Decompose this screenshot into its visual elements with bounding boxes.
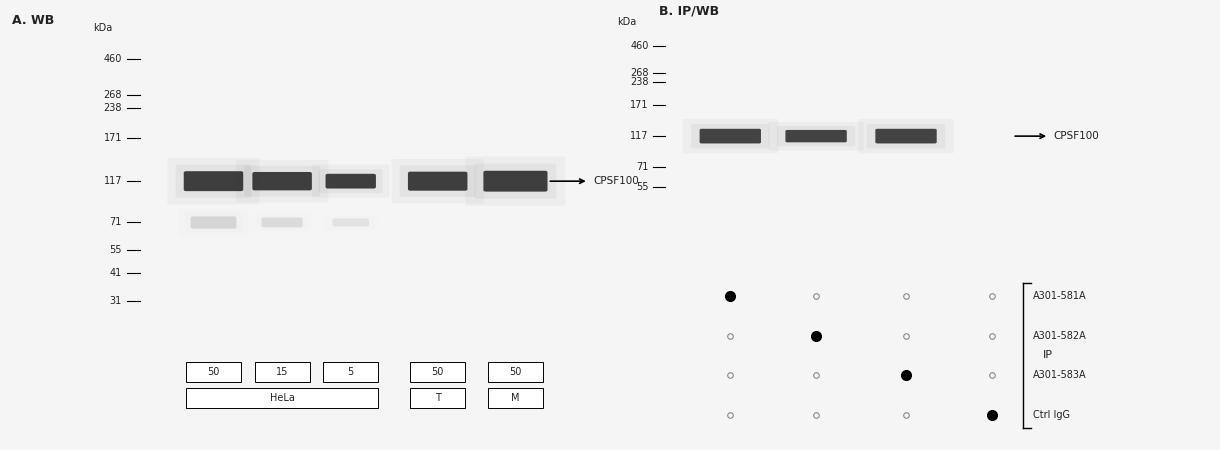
- Text: 50: 50: [509, 367, 522, 378]
- Text: A301-582A: A301-582A: [1032, 331, 1087, 341]
- Text: 71: 71: [110, 217, 122, 228]
- Text: 268: 268: [104, 90, 122, 100]
- Text: CPSF100: CPSF100: [1053, 131, 1099, 141]
- Text: Ctrl IgG: Ctrl IgG: [1032, 410, 1070, 419]
- FancyBboxPatch shape: [786, 130, 847, 142]
- Text: 31: 31: [110, 296, 122, 306]
- Text: 71: 71: [636, 162, 649, 171]
- FancyBboxPatch shape: [184, 171, 243, 191]
- FancyBboxPatch shape: [190, 216, 237, 229]
- FancyBboxPatch shape: [253, 172, 312, 190]
- Text: 5: 5: [348, 367, 354, 378]
- Bar: [410, 363, 465, 382]
- Text: 238: 238: [630, 77, 649, 87]
- FancyBboxPatch shape: [400, 165, 476, 197]
- Text: CPSF100: CPSF100: [593, 176, 639, 186]
- Text: 15: 15: [276, 367, 288, 378]
- FancyBboxPatch shape: [407, 172, 467, 191]
- Text: 41: 41: [110, 268, 122, 278]
- Text: IP: IP: [1043, 351, 1053, 360]
- FancyBboxPatch shape: [244, 166, 320, 197]
- FancyBboxPatch shape: [866, 124, 946, 148]
- FancyBboxPatch shape: [876, 129, 937, 144]
- FancyBboxPatch shape: [475, 164, 556, 198]
- Bar: [410, 388, 465, 409]
- FancyBboxPatch shape: [483, 171, 548, 192]
- FancyBboxPatch shape: [332, 219, 368, 226]
- FancyBboxPatch shape: [326, 174, 376, 189]
- Text: 117: 117: [630, 131, 649, 141]
- FancyBboxPatch shape: [876, 129, 937, 144]
- Text: 238: 238: [104, 103, 122, 113]
- Text: HeLa: HeLa: [270, 393, 294, 404]
- Bar: [255, 363, 310, 382]
- Bar: [185, 388, 378, 409]
- Text: 50: 50: [432, 367, 444, 378]
- Text: 460: 460: [631, 41, 649, 51]
- Text: kDa: kDa: [94, 23, 113, 33]
- Text: T: T: [434, 393, 440, 404]
- Bar: [323, 363, 378, 382]
- Text: M: M: [511, 393, 520, 404]
- Text: 171: 171: [104, 133, 122, 144]
- Text: 55: 55: [636, 182, 649, 192]
- FancyBboxPatch shape: [691, 124, 770, 148]
- FancyBboxPatch shape: [176, 165, 251, 198]
- FancyBboxPatch shape: [407, 172, 467, 191]
- Text: 460: 460: [104, 54, 122, 64]
- Text: 55: 55: [110, 245, 122, 255]
- FancyBboxPatch shape: [318, 169, 383, 193]
- FancyBboxPatch shape: [699, 129, 761, 144]
- FancyBboxPatch shape: [777, 126, 855, 146]
- FancyBboxPatch shape: [699, 129, 761, 144]
- Text: 50: 50: [207, 367, 220, 378]
- Bar: [185, 363, 240, 382]
- Text: A301-581A: A301-581A: [1032, 292, 1086, 302]
- Text: 117: 117: [104, 176, 122, 186]
- FancyBboxPatch shape: [786, 130, 847, 142]
- FancyBboxPatch shape: [326, 174, 376, 189]
- FancyBboxPatch shape: [253, 172, 312, 190]
- Bar: [488, 363, 543, 382]
- Text: kDa: kDa: [617, 17, 637, 27]
- Text: B. IP/WB: B. IP/WB: [659, 5, 719, 18]
- FancyBboxPatch shape: [184, 171, 243, 191]
- Text: 171: 171: [630, 99, 649, 110]
- Text: A301-583A: A301-583A: [1032, 370, 1086, 380]
- FancyBboxPatch shape: [483, 171, 548, 192]
- FancyBboxPatch shape: [261, 218, 303, 227]
- Text: A. WB: A. WB: [12, 14, 55, 27]
- Bar: [488, 388, 543, 409]
- Text: 268: 268: [630, 68, 649, 78]
